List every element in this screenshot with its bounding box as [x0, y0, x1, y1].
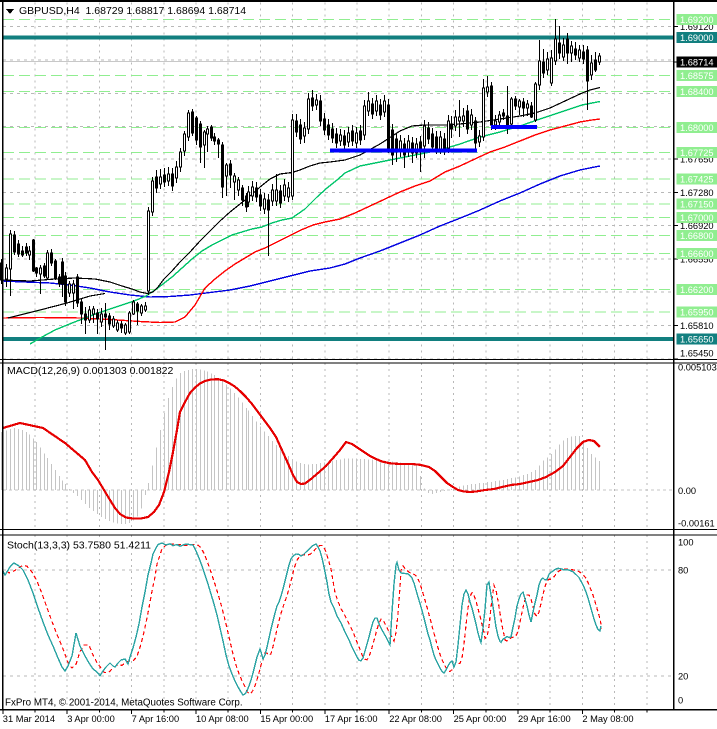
svg-text:1.65950: 1.65950: [680, 308, 714, 318]
svg-text:22 Apr 08:00: 22 Apr 08:00: [389, 714, 442, 724]
svg-text:3 Apr 00:00: 3 Apr 00:00: [67, 714, 115, 724]
svg-text:Stoch(13,3,3) 53.7580 51.4211: Stoch(13,3,3) 53.7580 51.4211: [7, 540, 151, 552]
svg-text:15 Apr 00:00: 15 Apr 00:00: [260, 714, 313, 724]
svg-text:1.67280: 1.67280: [680, 188, 714, 198]
svg-text:1.68714: 1.68714: [680, 58, 714, 68]
svg-text:17 Apr 16:00: 17 Apr 16:00: [325, 714, 378, 724]
svg-text:MACD(12,26,9) 0.001303 0.00182: MACD(12,26,9) 0.001303 0.001822: [7, 365, 174, 377]
svg-text:100: 100: [678, 538, 694, 548]
svg-text:GBPUSD,H4 1.68729 1.68817 1.6: GBPUSD,H4 1.68729 1.68817 1.68694 1.6871…: [19, 5, 246, 17]
svg-text:10 Apr 08:00: 10 Apr 08:00: [196, 714, 249, 724]
svg-text:0: 0: [678, 696, 683, 706]
svg-text:1.66920: 1.66920: [680, 221, 714, 231]
svg-text:1.68000: 1.68000: [680, 123, 714, 133]
svg-text:1.66600: 1.66600: [680, 249, 714, 259]
svg-text:1.69120: 1.69120: [680, 22, 714, 32]
svg-text:0.00: 0.00: [678, 486, 696, 496]
svg-text:7 Apr 16:00: 7 Apr 16:00: [132, 714, 180, 724]
svg-text:1.67425: 1.67425: [680, 175, 714, 185]
svg-text:1.65450: 1.65450: [680, 349, 714, 359]
svg-text:FxPro MT4, © 2001-2014, MetaQu: FxPro MT4, © 2001-2014, MetaQuotes Softw…: [5, 698, 243, 709]
svg-text:0.005103: 0.005103: [678, 363, 717, 373]
svg-text:-0.00161: -0.00161: [678, 519, 715, 529]
svg-text:1.68400: 1.68400: [680, 87, 714, 97]
svg-text:1.69200: 1.69200: [680, 15, 714, 25]
svg-text:1.67000: 1.67000: [680, 213, 714, 223]
svg-text:1.66800: 1.66800: [680, 231, 714, 241]
svg-text:1.65650: 1.65650: [680, 335, 714, 345]
svg-text:31 Mar 2014: 31 Mar 2014: [3, 714, 55, 724]
svg-text:1.68575: 1.68575: [680, 71, 714, 81]
svg-text:29 Apr 16:00: 29 Apr 16:00: [518, 714, 571, 724]
svg-text:1.67150: 1.67150: [680, 200, 714, 210]
svg-text:80: 80: [678, 566, 688, 576]
svg-text:20: 20: [678, 672, 688, 682]
svg-text:1.67725: 1.67725: [680, 148, 714, 158]
svg-text:1.66200: 1.66200: [680, 285, 714, 295]
svg-text:25 Apr 00:00: 25 Apr 00:00: [454, 714, 507, 724]
svg-text:1.69000: 1.69000: [680, 33, 714, 43]
svg-text:2 May 08:00: 2 May 08:00: [582, 714, 633, 724]
svg-text:1.66550: 1.66550: [680, 254, 714, 264]
svg-text:1.67650: 1.67650: [680, 155, 714, 165]
svg-text:1.65810: 1.65810: [680, 321, 714, 331]
